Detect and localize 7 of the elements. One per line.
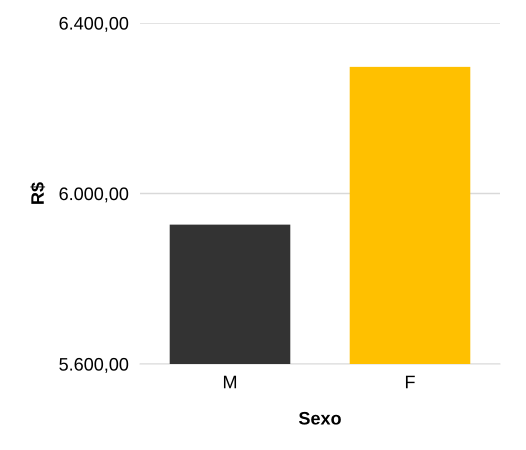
y-tick-label: 6.000,00 (60, 187, 128, 202)
y-tick-label: 5.600,00 (59, 358, 128, 373)
y-axis-title: R$ (30, 182, 46, 204)
x-tick-label: F (406, 376, 415, 388)
x-axis-title: Sexo (298, 412, 341, 425)
x-tick-label: M (224, 376, 236, 388)
y-tick-label: 6.400,00 (60, 16, 128, 32)
